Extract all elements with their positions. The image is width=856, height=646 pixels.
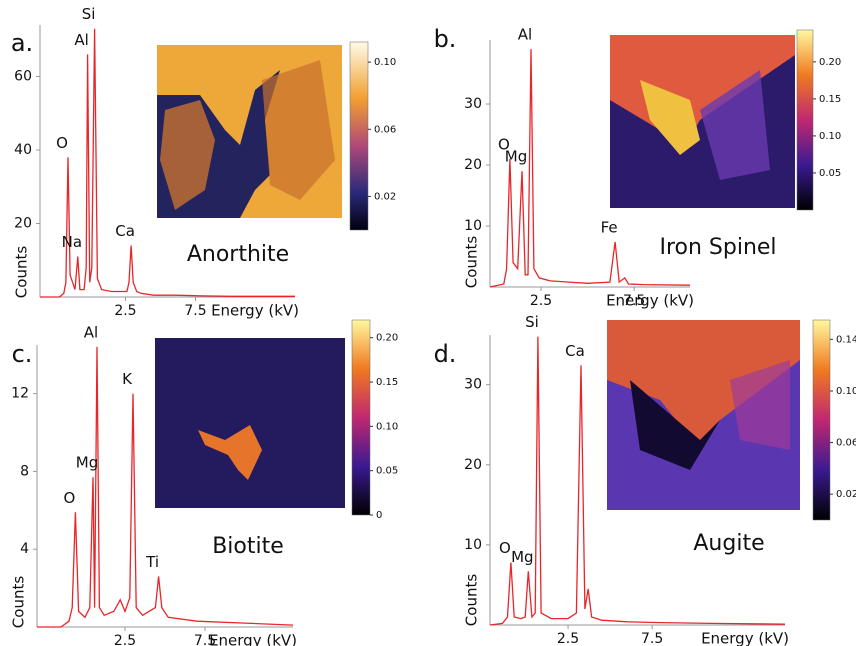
colorbar-tick-label: 0.20 bbox=[376, 333, 398, 344]
peak-label: O bbox=[499, 539, 511, 557]
peak-label: Si bbox=[82, 5, 96, 23]
colorbar-tick-label: 0.10 bbox=[836, 386, 856, 397]
y-tick-label: 20 bbox=[464, 457, 482, 473]
x-axis-label: Energy (kV) bbox=[209, 632, 297, 646]
mineral-name: Anorthite bbox=[187, 242, 289, 267]
x-tick-label: 2.5 bbox=[114, 303, 136, 319]
colorbar-tick-label: 0.06 bbox=[374, 124, 396, 135]
y-tick-label: 20 bbox=[14, 215, 32, 231]
y-tick-label: 20 bbox=[464, 157, 482, 173]
peak-label: O bbox=[498, 135, 510, 153]
spectrum bbox=[40, 28, 295, 298]
colorbar-tick-label: 0.10 bbox=[819, 131, 841, 142]
y-axis-label: Counts bbox=[463, 236, 481, 289]
y-axis-label: Counts bbox=[10, 576, 28, 629]
peak-label: Ca bbox=[115, 222, 135, 240]
colorbar-tick-label: 0.20 bbox=[819, 57, 841, 68]
panel-label: a. bbox=[11, 29, 33, 57]
colorbar-tick-label: 0.10 bbox=[376, 421, 398, 432]
colorbar-tick-label: 0.15 bbox=[376, 377, 398, 388]
colorbar-tick-label: 0 bbox=[376, 510, 382, 521]
colorbar-tick-label: 0.06 bbox=[836, 438, 856, 449]
colorbar-tick-label: 0.02 bbox=[836, 489, 856, 500]
y-axis-label: Counts bbox=[13, 246, 31, 299]
peak-label: Si bbox=[525, 313, 539, 331]
spectrum bbox=[37, 346, 294, 628]
x-axis-label: Energy (kV) bbox=[606, 292, 694, 310]
peak-label: Ca bbox=[565, 342, 585, 360]
colorbar bbox=[812, 319, 831, 521]
y-tick-label: 8 bbox=[20, 463, 29, 479]
y-tick-label: 4 bbox=[20, 541, 29, 557]
y-tick-label: 10 bbox=[464, 537, 482, 553]
colorbar-tick-label: 0.05 bbox=[819, 168, 841, 179]
colorbar-tick-label: 0.14 bbox=[836, 334, 856, 345]
peak-label: Na bbox=[62, 233, 82, 251]
colorbar-tick-label: 0.10 bbox=[374, 57, 396, 68]
map-b bbox=[610, 35, 795, 208]
map-d bbox=[607, 320, 800, 510]
spectrum bbox=[489, 49, 691, 288]
y-tick-label: 10 bbox=[464, 218, 482, 234]
x-tick-label: 7.5 bbox=[194, 633, 216, 646]
y-tick-label: 60 bbox=[14, 68, 32, 84]
spectrum bbox=[489, 336, 786, 626]
mineral-name: Biotite bbox=[212, 534, 284, 559]
peak-label: K bbox=[122, 370, 133, 388]
x-tick-label: 7.5 bbox=[641, 631, 663, 646]
colorbar-tick-label: 0.02 bbox=[374, 191, 396, 202]
peak-label: Al bbox=[518, 26, 532, 44]
y-tick-label: 40 bbox=[14, 142, 32, 158]
peak-label: Fe bbox=[601, 218, 618, 236]
x-axis-label: Energy (kV) bbox=[211, 302, 299, 320]
x-tick-label: 7.5 bbox=[184, 303, 206, 319]
panel-label: b. bbox=[434, 25, 457, 53]
peak-label: Mg bbox=[511, 548, 533, 566]
x-tick-label: 2.5 bbox=[530, 293, 552, 309]
x-tick-label: 2.5 bbox=[557, 631, 579, 646]
y-tick-label: 30 bbox=[464, 96, 482, 112]
mineral-name: Augite bbox=[693, 531, 764, 556]
x-tick-label: 7.5 bbox=[623, 293, 645, 309]
panel-label: d. bbox=[434, 340, 457, 368]
peak-label: O bbox=[56, 134, 68, 152]
y-tick-label: 12 bbox=[11, 386, 29, 402]
x-axis-label: Energy (kV) bbox=[701, 630, 789, 646]
panel-label: c. bbox=[12, 340, 33, 368]
peak-label: O bbox=[63, 489, 75, 507]
colorbar bbox=[351, 319, 371, 516]
colorbar bbox=[796, 29, 814, 211]
peak-label: Ti bbox=[145, 553, 159, 571]
peak-label: Al bbox=[84, 323, 98, 341]
colorbar-tick-label: 0.05 bbox=[376, 466, 398, 477]
map-c bbox=[155, 338, 345, 508]
x-tick-label: 2.5 bbox=[114, 633, 136, 646]
peak-label: Mg bbox=[76, 454, 98, 472]
y-tick-label: 30 bbox=[464, 377, 482, 393]
map-a bbox=[157, 45, 342, 218]
mineral-name: Iron Spinel bbox=[659, 235, 776, 260]
colorbar-tick-label: 0.15 bbox=[819, 94, 841, 105]
y-axis-label: Counts bbox=[463, 574, 481, 627]
peak-label: Mg bbox=[505, 148, 527, 166]
colorbar bbox=[349, 41, 369, 231]
peak-label: Al bbox=[74, 31, 88, 49]
